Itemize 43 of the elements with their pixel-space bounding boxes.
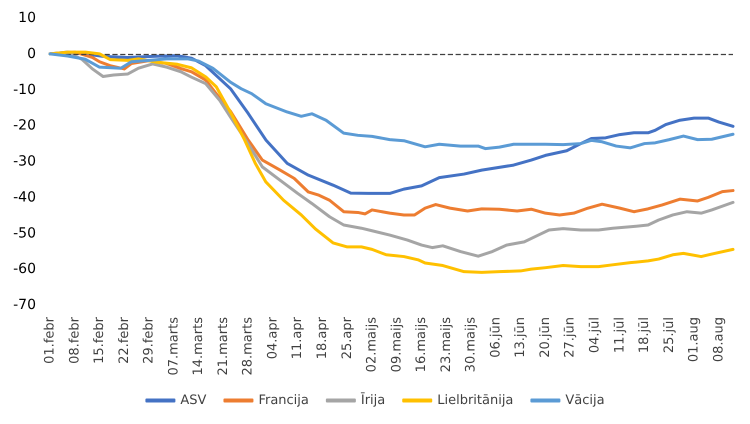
x-tick-label: 01.febr	[42, 316, 58, 364]
x-tick-label: 21.marts	[216, 316, 231, 376]
x-tick-label: 28.marts	[240, 316, 256, 376]
x-tick-label: 15.febr	[92, 316, 108, 364]
x-tick-label: 11.apr	[290, 316, 306, 360]
y-tick-label: -40	[13, 189, 36, 206]
x-tick-label: 07.marts	[166, 316, 182, 376]
x-tick-label: 11.jūl	[612, 317, 628, 354]
y-tick-label: -10	[13, 82, 36, 98]
x-tick-label: 09.maijs	[389, 316, 404, 372]
y-tick-label: -70	[13, 297, 36, 313]
x-tick-label: 02.maijs	[364, 316, 380, 372]
x-tick-label: 13.jūn	[513, 317, 528, 358]
legend-label: ASV	[180, 393, 207, 408]
y-tick-label: -60	[13, 261, 36, 278]
y-tick-label: -30	[13, 154, 36, 170]
x-tick-label: 29.febr	[142, 316, 157, 364]
legend-label: Vācija	[565, 393, 605, 408]
x-tick-label: 23.maijs	[438, 316, 454, 372]
x-tick-label: 04.apr	[265, 316, 280, 360]
x-tick-label: 08.febr	[67, 316, 82, 364]
x-tick-label: 27.jūn	[562, 317, 578, 358]
x-tick-label: 06.jūn	[488, 317, 504, 358]
legend-label: Francija	[258, 393, 309, 408]
line-series	[48, 52, 734, 150]
x-tick-label: 04.jūl	[587, 317, 602, 354]
x-tick-label: 01.aug	[686, 317, 702, 362]
y-tick-label: 0	[27, 46, 36, 62]
x-tick-label: 14.marts	[191, 316, 206, 376]
x-tick-label: 25.apr	[340, 316, 355, 360]
x-tick-label: 25.jūl	[662, 317, 677, 354]
x-tick-label: 18.apr	[314, 316, 330, 360]
x-tick-label: 18.jūl	[637, 317, 652, 354]
x-tick-label: 22.febr	[116, 316, 132, 364]
y-tick-label: -20	[13, 118, 36, 134]
x-tick-label: 30.maijs	[464, 316, 479, 372]
legend-label: Lielbritānija	[437, 393, 514, 408]
x-tick-label: 20.jūn	[538, 317, 553, 358]
x-tick-label: 16.maijs	[414, 316, 430, 372]
legend-label: Īrija	[360, 392, 386, 408]
y-tick-label: 10	[18, 10, 36, 26]
y-tick-label: -50	[13, 225, 36, 242]
x-tick-label: 08.aug	[711, 317, 726, 362]
